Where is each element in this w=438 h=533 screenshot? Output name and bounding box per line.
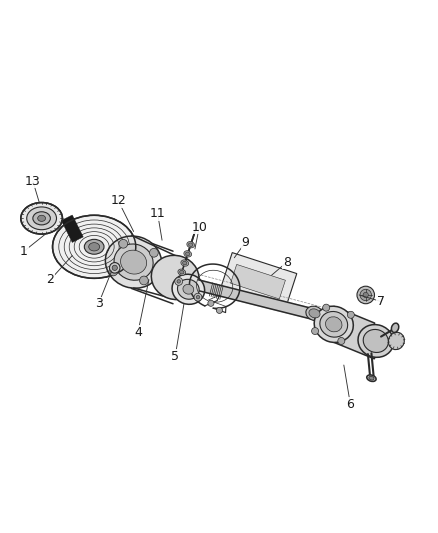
Ellipse shape [389,332,404,350]
Ellipse shape [358,325,394,357]
Circle shape [360,289,371,301]
Circle shape [175,278,183,285]
Text: 1: 1 [20,245,28,257]
Ellipse shape [180,270,184,274]
Ellipse shape [151,255,199,300]
Ellipse shape [325,317,342,332]
Ellipse shape [363,329,389,352]
Ellipse shape [114,244,153,280]
Ellipse shape [306,306,323,320]
Circle shape [119,239,127,248]
Ellipse shape [120,250,147,274]
Ellipse shape [183,285,194,294]
Text: 13: 13 [25,175,41,188]
Ellipse shape [106,236,162,288]
Ellipse shape [181,260,189,266]
Circle shape [208,300,214,306]
Ellipse shape [320,311,348,337]
Circle shape [149,248,158,257]
Circle shape [357,286,374,304]
Ellipse shape [186,252,190,256]
Circle shape [347,311,354,318]
Text: 12: 12 [110,195,126,207]
Text: 9: 9 [241,236,249,249]
Ellipse shape [314,306,353,342]
Ellipse shape [178,269,186,276]
Text: 10: 10 [191,221,207,233]
Polygon shape [334,306,374,359]
Text: 4: 4 [134,326,142,338]
Circle shape [323,304,330,311]
Text: 7: 7 [377,295,385,308]
Circle shape [216,308,223,313]
Circle shape [196,295,200,299]
Ellipse shape [392,323,399,333]
Polygon shape [196,280,317,320]
Circle shape [110,263,120,273]
Circle shape [363,292,368,297]
Ellipse shape [183,261,187,265]
Ellipse shape [184,251,191,257]
Circle shape [311,328,318,335]
Text: 5: 5 [171,350,179,363]
Ellipse shape [33,212,50,225]
Polygon shape [61,215,83,243]
Ellipse shape [188,243,193,246]
Circle shape [112,265,117,270]
Polygon shape [230,264,286,299]
Text: 8: 8 [283,256,291,269]
Ellipse shape [369,376,374,380]
Ellipse shape [38,215,46,221]
Ellipse shape [84,239,104,254]
Ellipse shape [88,243,99,251]
Ellipse shape [27,207,57,230]
Circle shape [338,337,345,344]
Polygon shape [220,253,297,311]
Ellipse shape [21,203,62,234]
Text: 6: 6 [346,398,354,411]
Circle shape [194,293,202,301]
Ellipse shape [187,241,194,248]
Ellipse shape [53,215,136,278]
Circle shape [140,276,148,285]
Ellipse shape [172,274,205,304]
Text: 11: 11 [150,207,166,221]
Circle shape [177,280,180,283]
Text: 3: 3 [95,297,102,310]
Ellipse shape [309,309,320,318]
Ellipse shape [367,375,376,382]
Text: 2: 2 [46,273,54,286]
Ellipse shape [177,279,199,299]
Circle shape [109,267,118,276]
